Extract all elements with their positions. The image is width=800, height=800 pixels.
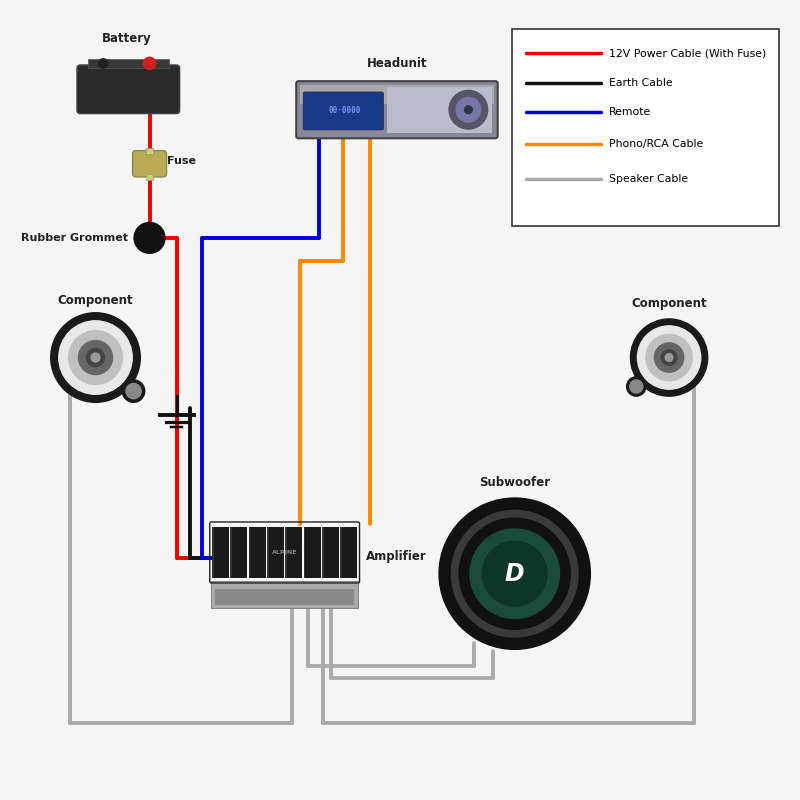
Circle shape	[626, 377, 646, 396]
Text: Remote: Remote	[609, 107, 651, 117]
Circle shape	[449, 90, 488, 129]
Bar	[322, 527, 339, 578]
Text: Component: Component	[58, 294, 134, 307]
Bar	[512, 30, 778, 226]
FancyBboxPatch shape	[296, 81, 498, 138]
Bar	[88, 58, 169, 68]
Circle shape	[58, 321, 132, 394]
Circle shape	[143, 58, 156, 70]
Bar	[249, 527, 250, 578]
Bar	[341, 527, 342, 578]
FancyBboxPatch shape	[77, 65, 180, 114]
Circle shape	[630, 319, 708, 396]
Text: ALPINE: ALPINE	[272, 550, 298, 555]
Text: Fuse: Fuse	[166, 157, 195, 166]
Circle shape	[134, 222, 165, 254]
Circle shape	[98, 58, 108, 68]
Bar	[211, 582, 358, 609]
Circle shape	[122, 380, 145, 402]
Text: D: D	[505, 562, 525, 586]
Bar	[230, 527, 232, 578]
Bar	[267, 527, 269, 578]
Circle shape	[456, 98, 481, 122]
Circle shape	[439, 498, 590, 650]
Text: Phono/RCA Cable: Phono/RCA Cable	[609, 138, 703, 149]
Text: 00·0000: 00·0000	[329, 106, 361, 115]
Text: Amplifier: Amplifier	[366, 550, 426, 563]
Bar	[230, 527, 247, 578]
Bar	[286, 527, 287, 578]
Text: Earth Cable: Earth Cable	[609, 78, 673, 87]
Bar	[215, 589, 354, 605]
Text: Rubber Grommet: Rubber Grommet	[21, 233, 128, 243]
Bar	[212, 527, 229, 578]
Circle shape	[482, 542, 547, 606]
Bar	[249, 527, 266, 578]
Bar	[341, 527, 358, 578]
Bar	[212, 527, 214, 578]
Circle shape	[646, 334, 692, 381]
Bar	[387, 86, 491, 133]
Circle shape	[69, 330, 122, 385]
Bar	[304, 527, 321, 578]
Bar	[286, 527, 302, 578]
Circle shape	[638, 326, 701, 389]
Circle shape	[126, 383, 141, 398]
Circle shape	[662, 350, 677, 366]
Text: Subwoofer: Subwoofer	[479, 476, 550, 489]
Text: Headunit: Headunit	[366, 57, 427, 70]
Text: Speaker Cable: Speaker Cable	[609, 174, 688, 184]
Text: Component: Component	[631, 297, 707, 310]
FancyBboxPatch shape	[303, 92, 383, 130]
Circle shape	[654, 343, 684, 372]
Bar	[267, 527, 284, 578]
Circle shape	[465, 106, 472, 114]
Circle shape	[666, 354, 673, 362]
Text: Battery: Battery	[102, 32, 151, 45]
Text: 12V Power Cable (With Fuse): 12V Power Cable (With Fuse)	[609, 48, 766, 58]
Circle shape	[91, 353, 100, 362]
Bar	[300, 85, 494, 105]
Bar	[146, 147, 154, 154]
Circle shape	[451, 510, 578, 637]
Circle shape	[630, 380, 643, 393]
Circle shape	[78, 341, 113, 374]
Circle shape	[470, 529, 559, 618]
FancyBboxPatch shape	[133, 150, 166, 177]
Bar	[304, 527, 306, 578]
Circle shape	[50, 313, 140, 402]
Bar	[146, 174, 154, 180]
Bar	[322, 527, 324, 578]
Circle shape	[459, 518, 570, 630]
Circle shape	[86, 349, 105, 366]
